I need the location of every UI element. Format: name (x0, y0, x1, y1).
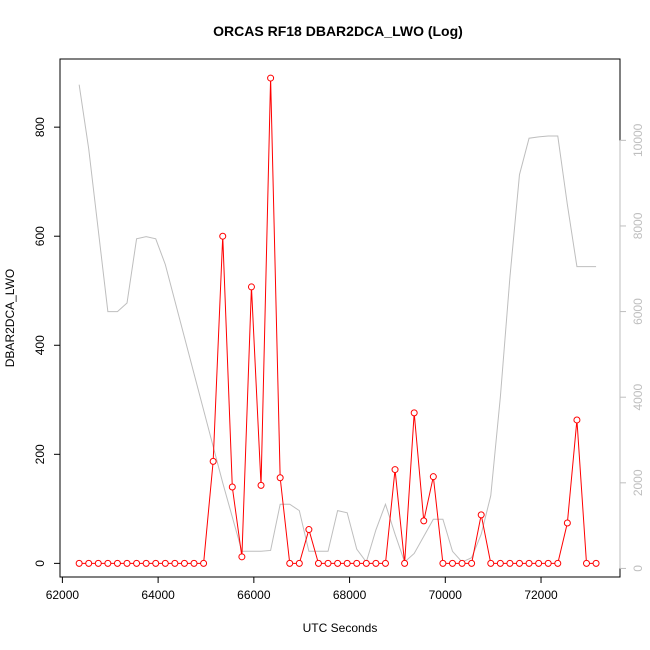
x-tick-label: 72000 (524, 588, 558, 602)
x-axis-label: UTC Seconds (303, 621, 378, 635)
data-point (477, 511, 485, 519)
y-tick-label: 400 (33, 335, 47, 355)
data-point (515, 559, 523, 567)
y-tick-label: 200 (33, 444, 47, 464)
y-axis-label: DBAR2DCA_LWO (3, 269, 17, 367)
data-point (343, 559, 351, 567)
data-point (448, 559, 456, 567)
data-point (171, 559, 179, 567)
data-point (104, 559, 112, 567)
data-point (267, 74, 275, 82)
data-point (410, 409, 418, 417)
x-tick-label: 64000 (141, 588, 175, 602)
data-point (113, 559, 121, 567)
data-point (123, 559, 131, 567)
data-point (525, 559, 533, 567)
data-point (75, 559, 83, 567)
data-point (94, 559, 102, 567)
data-point (305, 526, 313, 534)
data-point (219, 232, 227, 240)
data-point (209, 457, 217, 465)
data-point (295, 559, 303, 567)
plot-frame (59, 58, 621, 578)
y2-tick-label: 4000 (631, 384, 645, 411)
data-point (573, 416, 581, 424)
data-point (286, 559, 294, 567)
y2-axis: 0 2000 4000 6000 8000 10000 (619, 123, 645, 572)
data-point (468, 559, 476, 567)
data-point (592, 559, 600, 567)
x-axis: 62000 64000 66000 68000 70000 72000 (46, 576, 558, 602)
data-point (238, 553, 246, 561)
data-point (401, 559, 409, 567)
y2-tick-label: 2000 (631, 469, 645, 496)
data-point (506, 559, 514, 567)
y2-tick-label: 8000 (631, 212, 645, 239)
data-point (372, 559, 380, 567)
y-tick-label: 800 (33, 117, 47, 137)
data-point (314, 559, 322, 567)
chart-title: ORCAS RF18 DBAR2DCA_LWO (Log) (213, 23, 463, 39)
x-tick-label: 68000 (333, 588, 367, 602)
data-point (276, 474, 284, 482)
data-point (420, 517, 428, 525)
data-point (257, 481, 265, 489)
data-point (429, 473, 437, 481)
x-tick-label: 62000 (46, 588, 80, 602)
data-point (362, 559, 370, 567)
data-point (353, 559, 361, 567)
y-axis: 0 200 400 600 800 (33, 117, 61, 567)
secondary-series-line (78, 84, 597, 564)
data-point (381, 559, 389, 567)
series-layer (75, 74, 600, 567)
data-point (247, 283, 255, 291)
data-point (228, 483, 236, 491)
data-point (200, 559, 208, 567)
y2-tick-label: 10000 (631, 123, 645, 157)
data-point (544, 559, 552, 567)
data-point (180, 559, 188, 567)
data-point (554, 559, 562, 567)
x-tick-label: 66000 (237, 588, 271, 602)
data-point (563, 519, 571, 527)
data-point (583, 559, 590, 567)
y-tick-label: 0 (33, 560, 47, 567)
data-point (324, 559, 332, 567)
data-point (85, 559, 93, 567)
data-point (496, 559, 504, 567)
data-point (487, 559, 495, 567)
data-point (535, 559, 543, 567)
y2-tick-label: 0 (631, 565, 645, 572)
y-tick-label: 600 (33, 226, 47, 246)
x-tick-label: 70000 (429, 588, 463, 602)
data-point (391, 466, 399, 474)
data-point (152, 559, 160, 567)
primary-series-line (79, 78, 597, 564)
data-point (439, 559, 447, 567)
data-point (161, 559, 169, 567)
data-point (133, 559, 141, 567)
data-point (142, 559, 150, 567)
data-point (334, 559, 342, 567)
y2-tick-label: 6000 (631, 298, 645, 325)
data-point (190, 559, 198, 567)
data-point (458, 559, 466, 567)
